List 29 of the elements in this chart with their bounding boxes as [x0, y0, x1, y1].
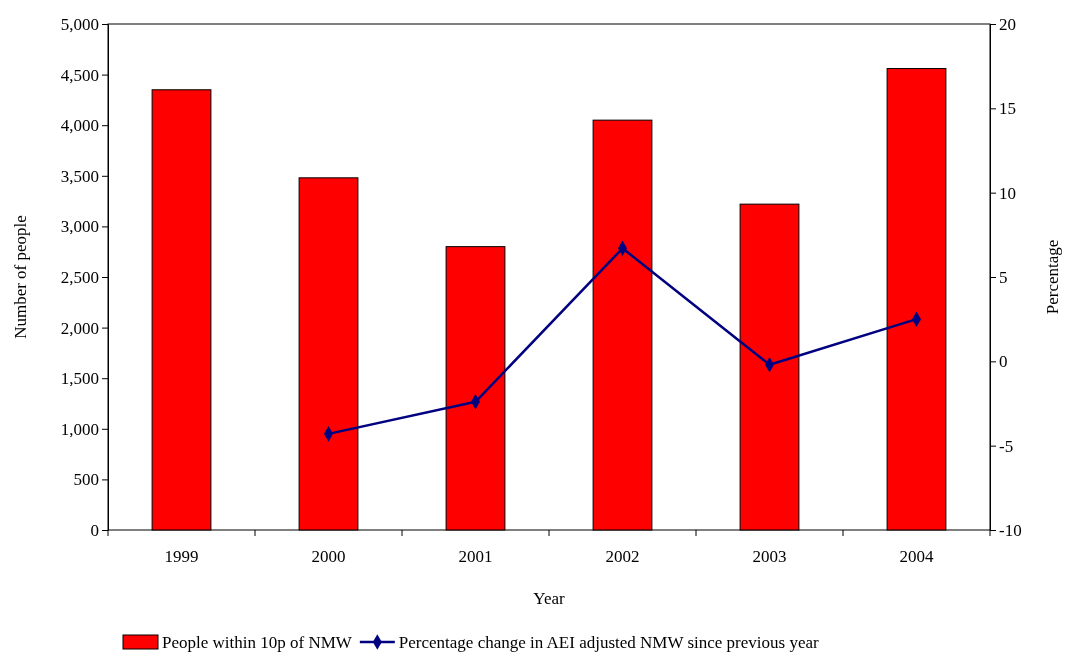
y2-tick-label: 5 — [999, 267, 1008, 287]
x-tick-label: 2002 — [605, 547, 640, 566]
y-tick-label: 5,000 — [60, 14, 99, 34]
y2-tick-label: -10 — [999, 520, 1022, 540]
y-tick-label: 1,500 — [60, 369, 99, 389]
y-tick-label: 4,500 — [60, 65, 99, 85]
y-tick-label: 4,000 — [60, 116, 99, 136]
y-tick-label: 2,500 — [60, 267, 99, 287]
y-axis-title: Number of people — [11, 215, 30, 339]
x-tick-label: 2004 — [899, 547, 934, 566]
y-tick-label: 0 — [90, 520, 99, 540]
y2-tick-label: 10 — [999, 183, 1016, 203]
y2-tick-label: -5 — [999, 436, 1014, 456]
y2-tick-label: 15 — [999, 99, 1016, 119]
y-tick-label: 2,000 — [60, 318, 99, 338]
y2-axis-title: Percentage — [1043, 239, 1062, 315]
y2-tick-label: 0 — [999, 352, 1008, 372]
y2-tick-label: 20 — [999, 14, 1016, 34]
y-tick-label: 500 — [73, 470, 99, 490]
x-tick-label: 1999 — [164, 547, 199, 566]
y-tick-label: 3,500 — [60, 166, 99, 186]
x-tick-label: 2000 — [311, 547, 346, 566]
legend-label: Percentage change in AEI adjusted NMW since previous year — [398, 633, 819, 652]
x-axis-title: Year — [533, 589, 565, 608]
y-tick-label: 1,000 — [60, 419, 99, 439]
x-tick-label: 2001 — [458, 547, 493, 566]
y-tick-label: 3,000 — [60, 217, 99, 237]
x-tick-label: 2003 — [752, 547, 787, 566]
legend-label: People within 10p of NMW — [162, 633, 353, 652]
